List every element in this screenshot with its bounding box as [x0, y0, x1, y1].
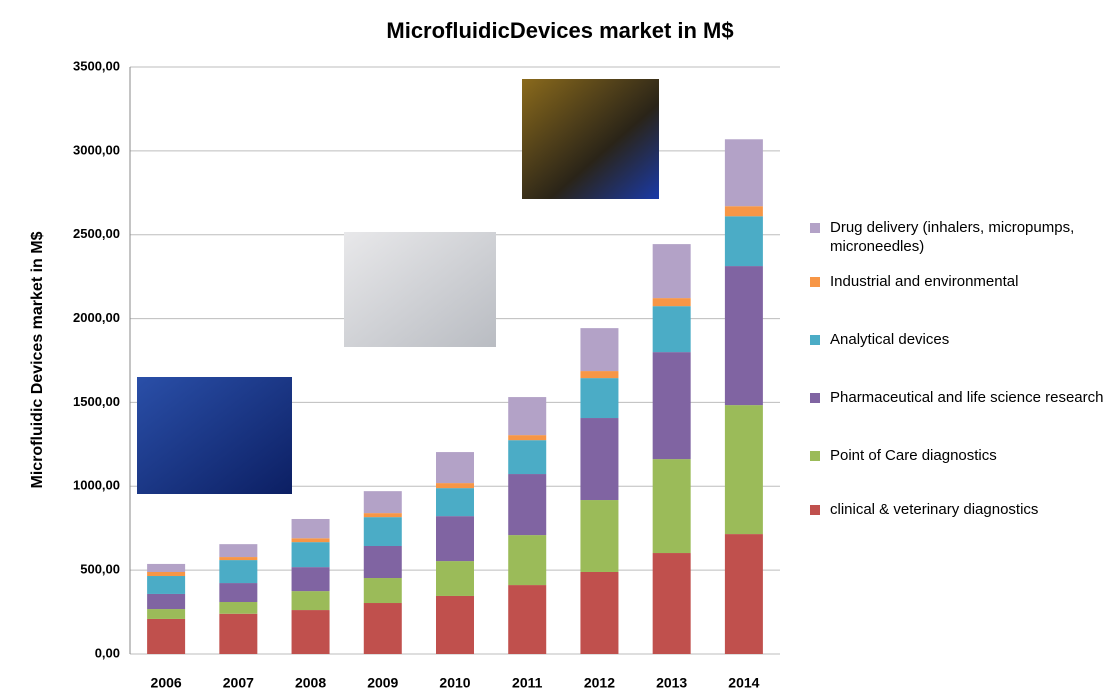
x-tick-label: 2008	[295, 675, 326, 691]
bar-segment	[291, 538, 330, 543]
legend-label: Drug delivery (inhalers, micropumps, mic…	[830, 219, 1075, 255]
y-axis-label: Microfluidic Devices market in M$	[29, 231, 46, 488]
x-tick-label: 2012	[584, 675, 615, 691]
legend-item: clinical & veterinary diagnostics	[808, 500, 1108, 519]
legend-item: Analytical devices	[808, 330, 1108, 349]
bar-segment	[580, 371, 619, 379]
bar-segment	[147, 618, 186, 654]
bar-segment	[147, 576, 186, 594]
bar-segment	[508, 535, 547, 586]
bar-segment	[363, 603, 402, 654]
bar-segment	[291, 591, 330, 611]
legend-swatch	[810, 505, 820, 515]
legend-item: Industrial and environmental	[808, 272, 1108, 291]
legend-swatch	[810, 335, 820, 345]
y-tick-label: 2000,00	[73, 310, 120, 325]
bar-segment	[508, 397, 547, 436]
bar-segment	[724, 534, 763, 654]
bar-segment	[508, 474, 547, 536]
bar-segment	[291, 610, 330, 654]
bar-segment	[147, 571, 186, 577]
bar-segment	[652, 352, 691, 460]
bar-segment	[580, 328, 619, 372]
legend-label: Industrial and environmental	[830, 273, 1019, 290]
x-tick-label: 2010	[439, 675, 470, 691]
legend-label: clinical & veterinary diagnostics	[830, 501, 1039, 518]
bar-segment	[147, 563, 186, 572]
y-tick-label: 1000,00	[73, 478, 120, 493]
bar-segment	[580, 418, 619, 501]
bar-segment	[580, 378, 619, 419]
x-tick-label: 2011	[512, 675, 543, 691]
x-tick-label: 2007	[223, 675, 254, 691]
legend-item: Point of Care diagnostics	[808, 446, 1108, 465]
x-tick-label: 2013	[656, 675, 687, 691]
bar-segment	[436, 483, 474, 489]
bar-segment	[652, 553, 691, 654]
bar-segment	[219, 557, 258, 561]
x-tick-label: 2006	[151, 675, 182, 691]
legend-label: Pharmaceutical and life science research	[830, 389, 1104, 406]
y-tick-label: 0,00	[95, 645, 120, 660]
legend-swatch	[810, 393, 820, 403]
bar-segment	[436, 561, 474, 596]
bar-segment	[363, 545, 402, 579]
bar-segment	[436, 595, 474, 654]
bar-segment	[580, 571, 619, 654]
bar-segment	[508, 585, 547, 654]
bar-segment	[436, 488, 474, 517]
legend-label: Analytical devices	[830, 331, 950, 348]
bar-segment	[147, 593, 186, 610]
bar-segment	[291, 518, 330, 539]
bar-segment	[508, 440, 547, 475]
bar-segment	[363, 578, 402, 604]
y-tick-label: 2500,00	[73, 226, 120, 241]
bar-segment	[219, 544, 258, 558]
y-tick-label: 500,00	[80, 562, 120, 577]
bar-segment	[580, 500, 619, 572]
bar-segment	[363, 513, 402, 518]
bar-segment	[291, 542, 330, 568]
bar-segment	[724, 216, 763, 267]
bar-segment	[147, 609, 186, 619]
y-tick-label: 1500,00	[73, 394, 120, 409]
bar-segment	[219, 602, 258, 614]
chart-title: MicrofluidicDevices market in M$	[386, 18, 733, 43]
y-tick-label: 3000,00	[73, 142, 120, 157]
bar-segment	[652, 306, 691, 353]
bar-segment	[436, 452, 474, 484]
bar-segment	[363, 517, 402, 546]
legend-label: Point of Care diagnostics	[830, 447, 997, 464]
bar-segment	[652, 244, 691, 299]
y-tick-label: 3500,00	[73, 58, 120, 73]
bar-segment	[219, 560, 258, 584]
bar-segment	[652, 459, 691, 554]
bar-segment	[363, 491, 402, 514]
x-tick-label: 2014	[728, 675, 759, 691]
bar-segment	[291, 567, 330, 592]
bar-segment	[508, 435, 547, 441]
legend-swatch	[810, 277, 820, 287]
legend-swatch	[810, 451, 820, 461]
legend-item: Pharmaceutical and life science research	[808, 388, 1108, 407]
bar-segment	[724, 206, 763, 217]
x-tick-label: 2009	[367, 675, 398, 691]
legend-swatch	[810, 223, 820, 233]
bar-segment	[724, 139, 763, 207]
bar-segment	[219, 613, 258, 654]
bar-segment	[724, 405, 763, 535]
legend-item: Drug delivery (inhalers, micropumps, mic…	[808, 218, 1078, 256]
bar-segment	[219, 583, 258, 603]
bar-segment	[724, 266, 763, 406]
bar-segment	[652, 298, 691, 307]
bar-segment	[436, 516, 474, 562]
